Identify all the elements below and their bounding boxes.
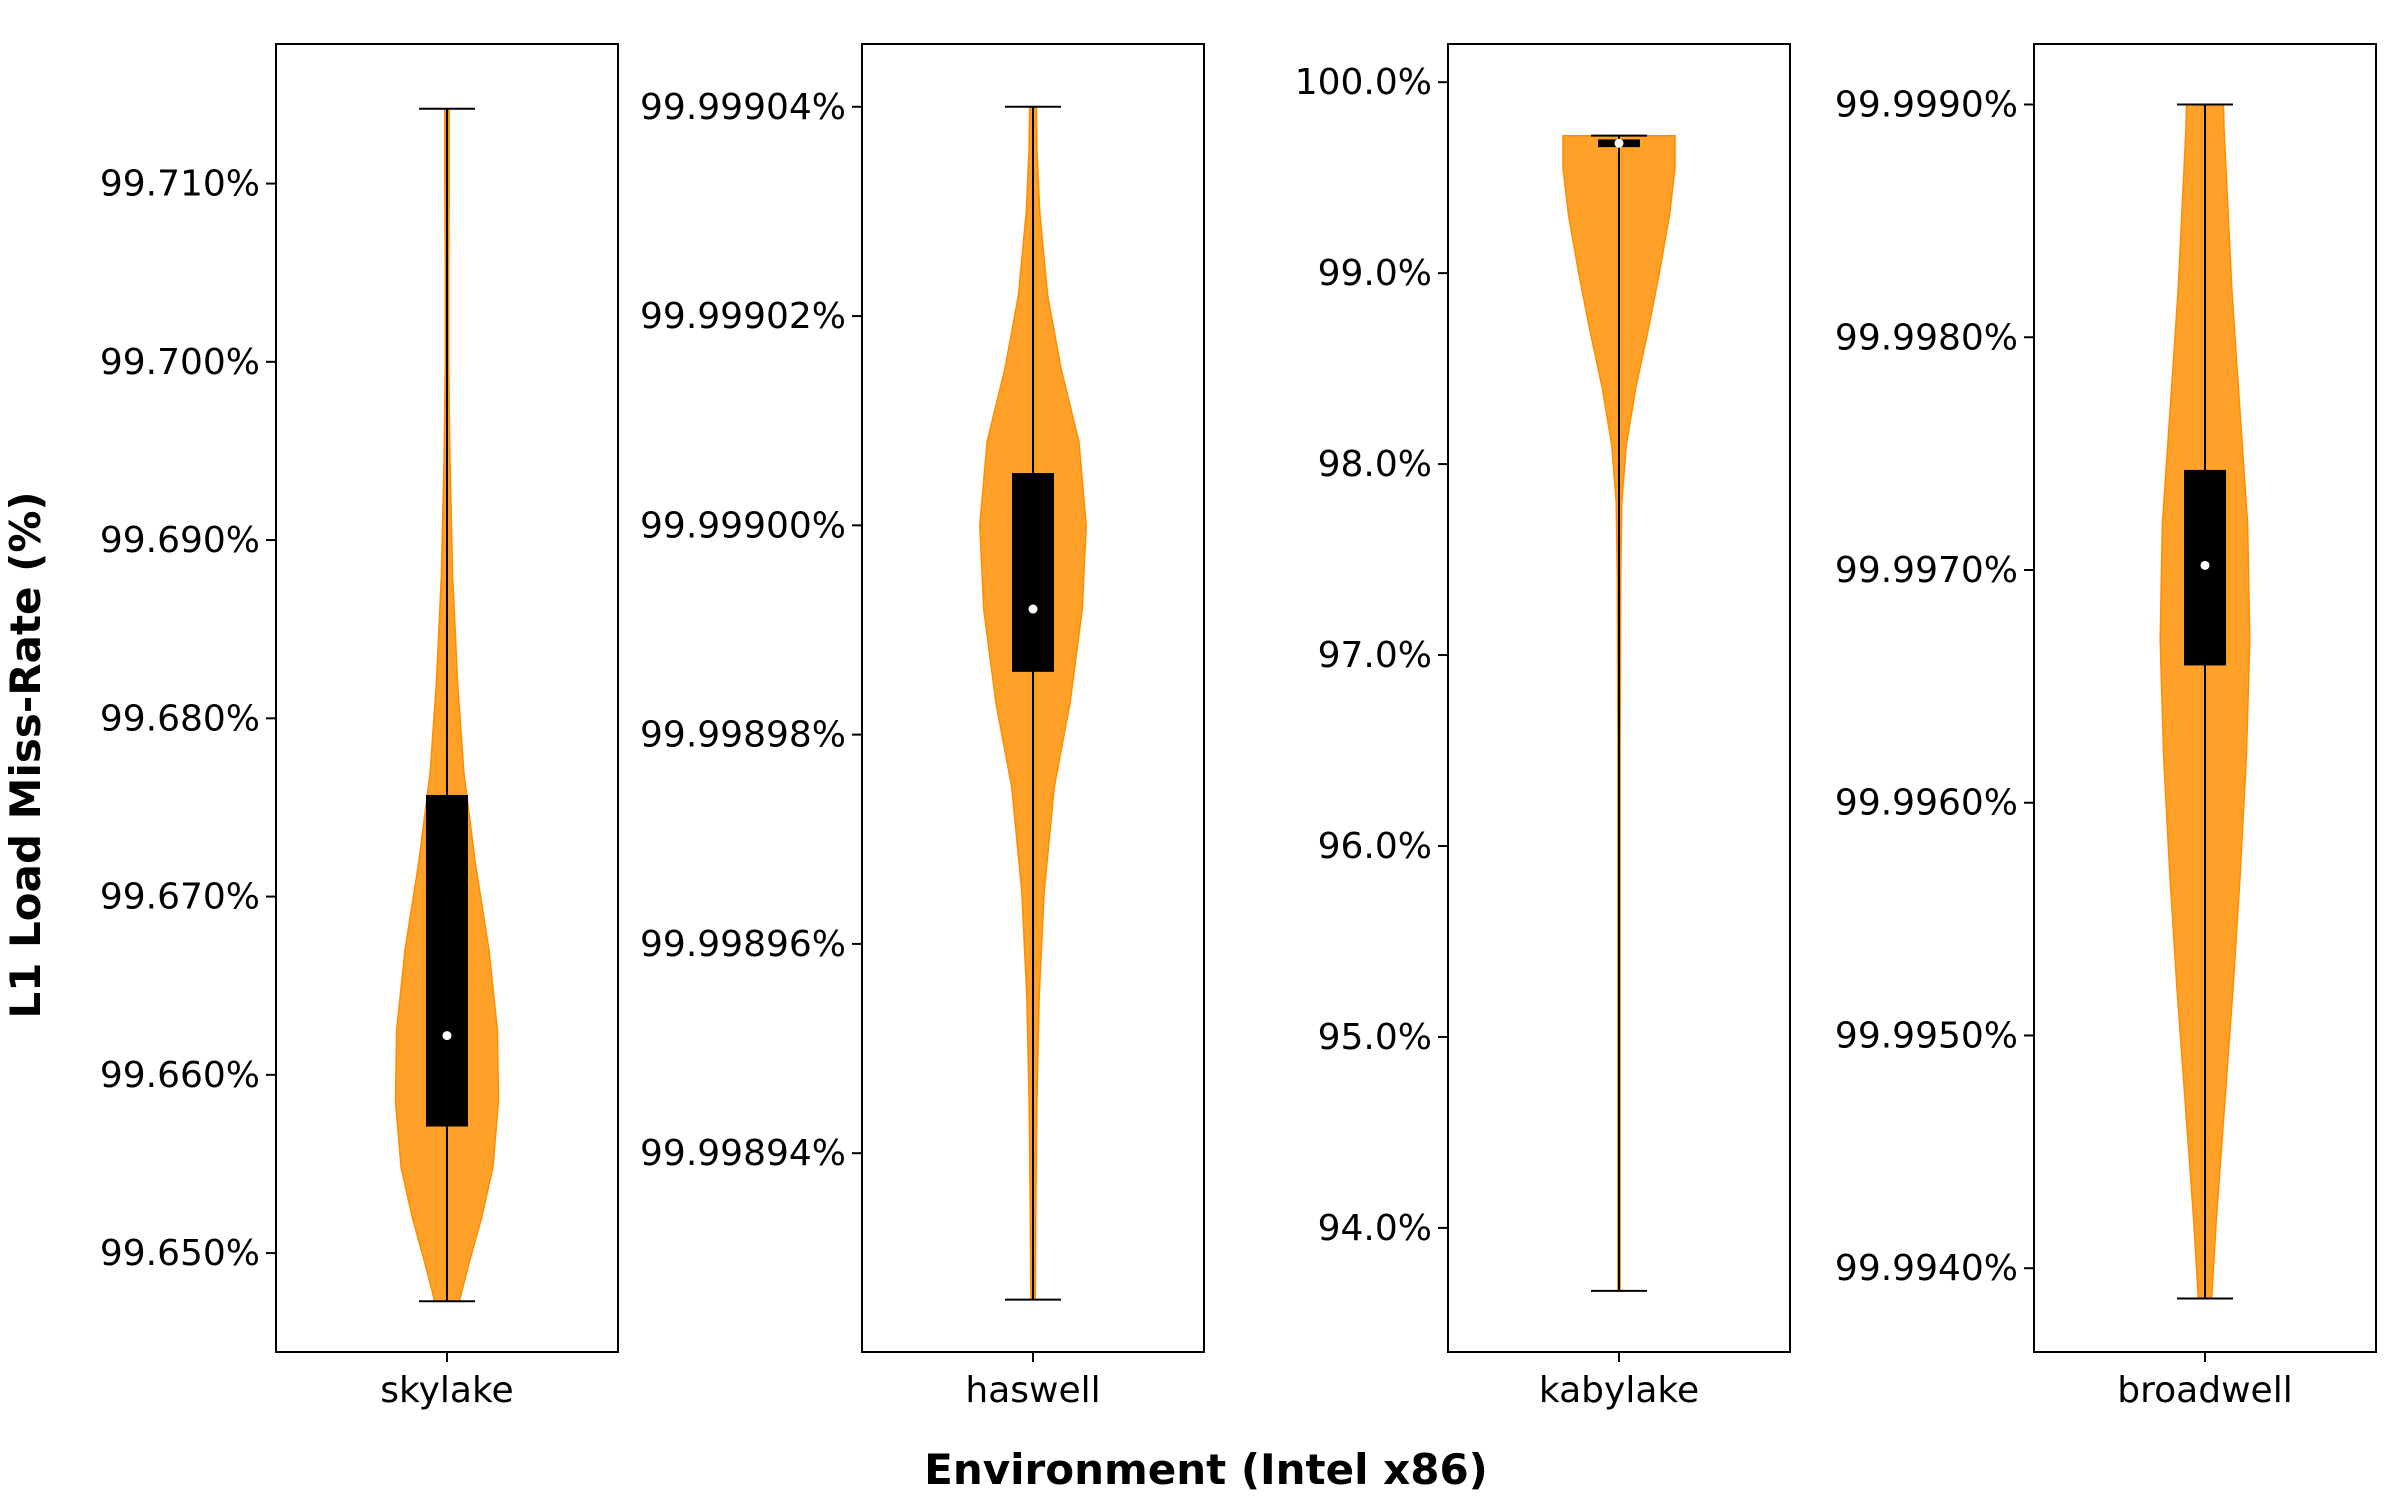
y-tick-label-broadwell: 99.9950%	[1835, 1015, 2018, 1056]
x-tick-label-skylake: skylake	[380, 1370, 513, 1411]
iqr-box-skylake	[426, 794, 468, 1127]
y-tick-label-skylake: 99.710%	[100, 164, 260, 205]
panel-kabylake: 94.0% 95.0% 96.0% 97.0% 98.0% 99.0% 100.0% kaby…	[1295, 43, 1791, 1411]
y-tick-label-kabylake: 96.0%	[1318, 826, 1432, 867]
y-tick-label-skylake: 99.660%	[100, 1055, 260, 1096]
y-tick-label-skylake: 99.680%	[100, 698, 260, 739]
x-tick-label-broadwell: broadwell	[2117, 1370, 2292, 1411]
x-axis-title: Environment (Intel x86)	[924, 1445, 1488, 1494]
y-tick-label-broadwell: 99.9960%	[1835, 783, 2018, 824]
y-tick-label-haswell: 99.99902%	[640, 296, 846, 337]
y-tick-label-skylake: 99.690%	[100, 520, 260, 561]
y-tick-label-skylake: 99.650%	[100, 1233, 260, 1274]
y-tick-label-haswell: 99.99894%	[640, 1133, 846, 1174]
y-tick-label-kabylake: 97.0%	[1318, 635, 1432, 676]
y-tick-label-haswell: 99.99896%	[640, 924, 846, 965]
y-tick-label-kabylake: 100.0%	[1295, 62, 1432, 103]
panel-haswell: 99.99894% 99.99896% 99.99898% 99.99900% 99.9…	[640, 43, 1205, 1411]
y-tick-label-kabylake: 98.0%	[1318, 444, 1432, 485]
y-tick-label-broadwell: 99.9990%	[1835, 85, 2018, 126]
median-marker-kabylake	[1614, 138, 1624, 148]
violin-panels: 99.650% 99.660% 99.670% 99.680% 99.690% 99.70…	[100, 43, 2377, 1411]
y-tick-label-broadwell: 99.9980%	[1835, 317, 2018, 358]
y-tick-label-kabylake: 95.0%	[1318, 1017, 1432, 1058]
y-tick-label-kabylake: 99.0%	[1318, 253, 1432, 294]
panel-skylake: 99.650% 99.660% 99.670% 99.680% 99.690% 99.70…	[100, 43, 619, 1411]
y-tick-label-skylake: 99.670%	[100, 877, 260, 918]
y-tick-label-haswell: 99.99904%	[640, 87, 846, 128]
y-tick-label-haswell: 99.99900%	[640, 505, 846, 546]
y-tick-label-kabylake: 94.0%	[1318, 1208, 1432, 1249]
panel-broadwell: 99.9940% 99.9950% 99.9960% 99.9970% 99.9980%…	[1835, 43, 2377, 1411]
median-marker-skylake	[442, 1031, 452, 1041]
y-tick-label-skylake: 99.700%	[100, 342, 260, 383]
x-tick-label-haswell: haswell	[965, 1370, 1100, 1411]
median-marker-haswell	[1028, 604, 1038, 614]
iqr-box-haswell	[1012, 473, 1054, 672]
y-tick-label-haswell: 99.99898%	[640, 715, 846, 756]
y-axis-title: L1 Load Miss-Rate (%)	[1, 491, 50, 1018]
y-tick-label-broadwell: 99.9940%	[1835, 1248, 2018, 1289]
x-tick-label-kabylake: kabylake	[1539, 1370, 1699, 1411]
median-marker-broadwell	[2200, 560, 2210, 570]
y-tick-label-broadwell: 99.9970%	[1835, 550, 2018, 591]
